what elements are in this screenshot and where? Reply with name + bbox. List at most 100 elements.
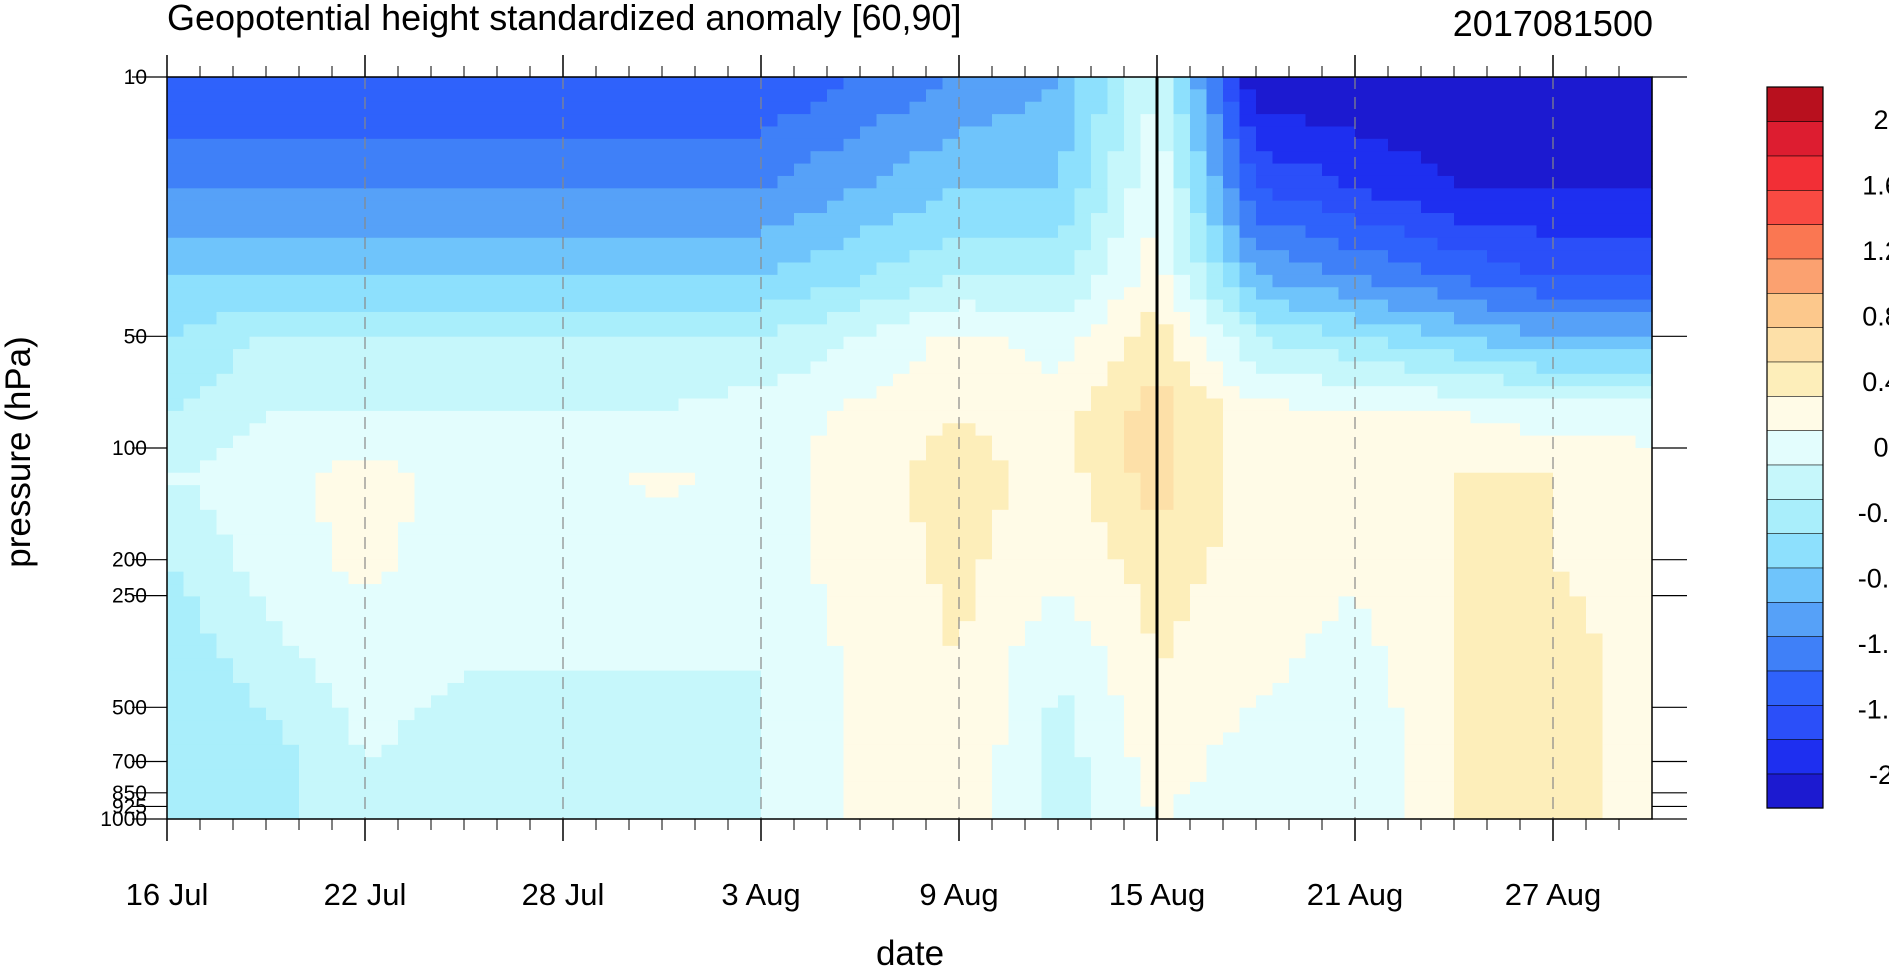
field-cell <box>1470 311 1488 325</box>
field-cell <box>1091 720 1109 734</box>
field-cell <box>695 757 713 771</box>
field-cell <box>1140 645 1158 659</box>
field-cell <box>728 274 746 288</box>
field-cell <box>1404 584 1422 597</box>
field-cell <box>183 77 201 90</box>
field-cell <box>1503 695 1521 709</box>
field-cell <box>216 670 234 684</box>
field-cell <box>249 423 267 437</box>
field-cell <box>959 732 977 746</box>
field-cell <box>1058 361 1076 375</box>
field-cell <box>563 324 581 338</box>
field-cell <box>1173 200 1191 214</box>
field-cell <box>1520 373 1538 387</box>
field-cell <box>1338 237 1356 251</box>
field-cell <box>1157 175 1175 189</box>
field-cell <box>1041 571 1059 585</box>
field-cell <box>579 670 597 684</box>
field-cell <box>678 200 696 214</box>
field-cell <box>761 262 779 276</box>
field-cell <box>612 596 630 610</box>
field-cell <box>414 200 432 214</box>
field-cell <box>629 373 647 387</box>
field-cell <box>794 398 812 412</box>
field-cell <box>843 138 861 152</box>
field-cell <box>282 225 300 239</box>
field-cell <box>513 448 531 461</box>
field-cell <box>1371 410 1389 424</box>
field-cell <box>579 485 597 499</box>
field-cell <box>1140 435 1158 449</box>
field-cell <box>266 497 284 511</box>
field-cell <box>1388 633 1406 647</box>
field-cell <box>381 534 399 548</box>
field-cell <box>414 584 432 597</box>
field-cell <box>1091 126 1109 140</box>
field-cell <box>1520 546 1538 560</box>
field-cell <box>678 213 696 226</box>
field-cell <box>1355 757 1373 771</box>
field-cell <box>860 608 878 622</box>
field-cell <box>1289 695 1307 709</box>
field-cell <box>447 398 465 412</box>
field-cell <box>926 274 944 288</box>
field-cell <box>1140 509 1158 523</box>
field-cell <box>1437 744 1455 758</box>
field-cell <box>348 695 366 709</box>
field-cell <box>1206 151 1224 165</box>
field-cell <box>1520 299 1538 313</box>
field-cell <box>1008 571 1026 585</box>
field-cell <box>629 781 647 795</box>
field-cell <box>596 336 614 350</box>
field-cell <box>282 299 300 313</box>
field-cell <box>315 188 333 202</box>
field-cell <box>1190 349 1208 363</box>
field-cell <box>678 163 696 177</box>
field-cell <box>1107 163 1125 177</box>
field-cell <box>1388 274 1406 288</box>
field-cell <box>1223 213 1241 226</box>
field-cell <box>200 559 218 573</box>
field-cell <box>645 138 663 152</box>
field-cell <box>1355 485 1373 499</box>
field-cell <box>629 349 647 363</box>
field-cell <box>959 509 977 523</box>
field-cell <box>332 546 350 560</box>
field-cell <box>728 287 746 301</box>
field-cell <box>843 386 861 400</box>
field-cell <box>233 311 251 325</box>
field-cell <box>1437 225 1455 239</box>
field-cell <box>579 460 597 474</box>
field-cell <box>975 534 993 548</box>
field-cell <box>1338 534 1356 548</box>
field-cell <box>414 608 432 622</box>
field-cell <box>299 485 317 499</box>
field-cell <box>480 720 498 734</box>
field-cell <box>200 608 218 622</box>
field-cell <box>1173 114 1191 128</box>
field-cell <box>579 101 597 115</box>
field-cell <box>1487 114 1505 128</box>
field-cell <box>1289 757 1307 771</box>
field-cell <box>1503 658 1521 672</box>
field-cell <box>1058 732 1076 746</box>
field-cell <box>1272 744 1290 758</box>
field-cell <box>282 324 300 338</box>
field-cell <box>876 175 894 189</box>
field-cell <box>1157 423 1175 437</box>
field-cell <box>1454 732 1472 746</box>
field-cell <box>893 349 911 363</box>
field-cell <box>1289 373 1307 387</box>
field-cell <box>1322 781 1340 795</box>
field-cell <box>1074 287 1092 301</box>
field-cell <box>216 373 234 387</box>
field-cell <box>695 781 713 795</box>
field-cell <box>348 114 366 128</box>
field-cell <box>332 571 350 585</box>
field-cell <box>612 349 630 363</box>
field-cell <box>810 101 828 115</box>
field-cell <box>167 781 185 795</box>
field-cell <box>282 559 300 573</box>
field-cell <box>761 410 779 424</box>
